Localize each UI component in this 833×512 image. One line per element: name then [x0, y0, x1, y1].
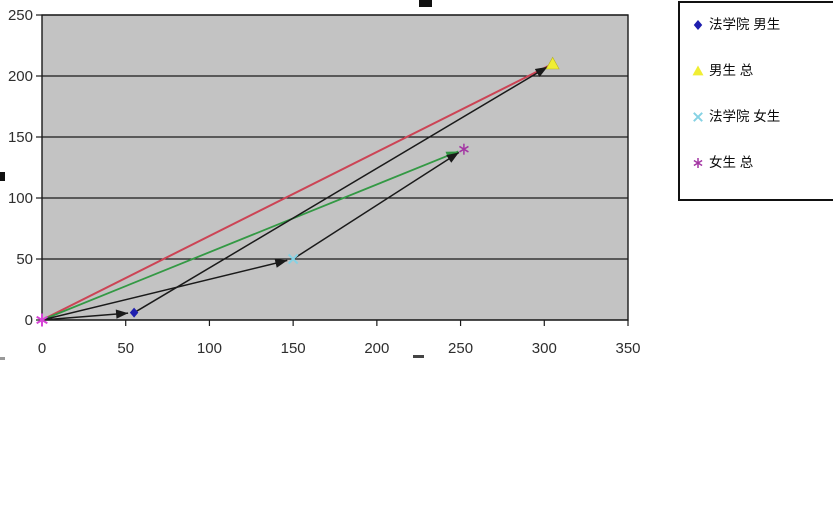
axis-title-fragment	[0, 357, 5, 360]
connector-line	[41, 312, 129, 321]
y-tick-label: 150	[8, 129, 33, 146]
chart-title-cropped	[419, 0, 432, 7]
x-axis-title-cropped	[413, 355, 424, 358]
x-marker[interactable]	[287, 253, 299, 265]
arrowhead	[115, 309, 129, 319]
triangle-icon	[692, 65, 704, 76]
connector-line	[41, 259, 288, 321]
y-tick-label: 100	[8, 190, 33, 207]
connector-line	[41, 64, 550, 321]
legend-label: 法学院 女生	[709, 109, 781, 124]
axis-labels: 0 50 100 150 200 250 300 350 0 50 100 150 200 250	[8, 7, 641, 357]
connector-line	[292, 151, 460, 260]
x-tick-label: 300	[532, 340, 557, 357]
asterisk-marker[interactable]	[36, 313, 48, 327]
x-icon	[693, 112, 703, 122]
legend-label: 女生 总	[709, 155, 754, 170]
x-tick-label: 200	[364, 340, 389, 357]
x-tick-label: 250	[448, 340, 473, 357]
diamond-icon	[693, 20, 703, 30]
x-tick-label: 100	[197, 340, 222, 357]
triangle-marker[interactable]	[545, 56, 560, 70]
y-tick-label: 50	[16, 251, 33, 268]
legend-item-law-male[interactable]: 法学院 男生	[689, 15, 833, 35]
asterisk-icon	[693, 158, 703, 168]
legend-item-female-total[interactable]: 女生 总	[689, 153, 833, 173]
connector-line	[133, 66, 548, 314]
connector-line	[41, 150, 459, 321]
x-tick-label: 350	[615, 340, 640, 357]
legend-label: 法学院 男生	[709, 17, 781, 32]
x-tick-label: 150	[281, 340, 306, 357]
y-tick-label: 200	[8, 68, 33, 85]
scatter-chart-plot[interactable]: 0 50 100 150 200 250 300 350 0 50 100 150 200 250	[0, 0, 660, 370]
plot-area[interactable]	[41, 14, 629, 321]
y-tick-label: 250	[8, 7, 33, 24]
diamond-marker[interactable]	[129, 307, 139, 318]
chart-legend[interactable]: 法学院 男生 男生 总 法学院 女生 女生 总	[678, 1, 833, 201]
series-markers	[36, 56, 560, 327]
arrowhead	[274, 258, 288, 268]
arrowhead	[534, 66, 548, 77]
connector-lines	[41, 64, 550, 321]
arrowhead	[446, 152, 459, 163]
y-axis-title-cropped	[0, 172, 5, 181]
legend-item-male-total[interactable]: 男生 总	[689, 61, 833, 81]
legend-label: 男生 总	[709, 63, 754, 78]
x-tick-label: 0	[38, 340, 46, 357]
asterisk-marker[interactable]	[459, 143, 469, 155]
x-tick-label: 50	[117, 340, 134, 357]
legend-item-law-female[interactable]: 法学院 女生	[689, 107, 833, 127]
y-tick-label: 0	[25, 312, 33, 329]
